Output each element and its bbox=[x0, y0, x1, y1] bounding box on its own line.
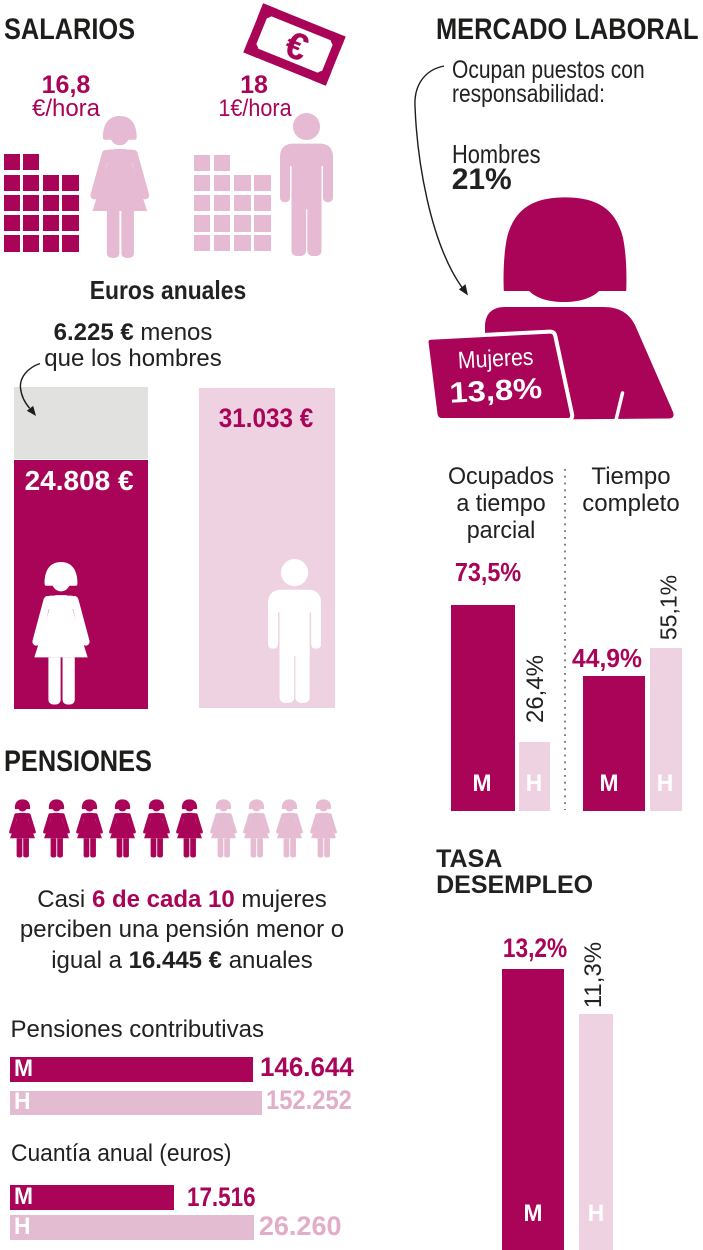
svg-text:13,8%: 13,8% bbox=[449, 373, 543, 410]
svg-text:Mujeres: Mujeres bbox=[457, 344, 534, 375]
